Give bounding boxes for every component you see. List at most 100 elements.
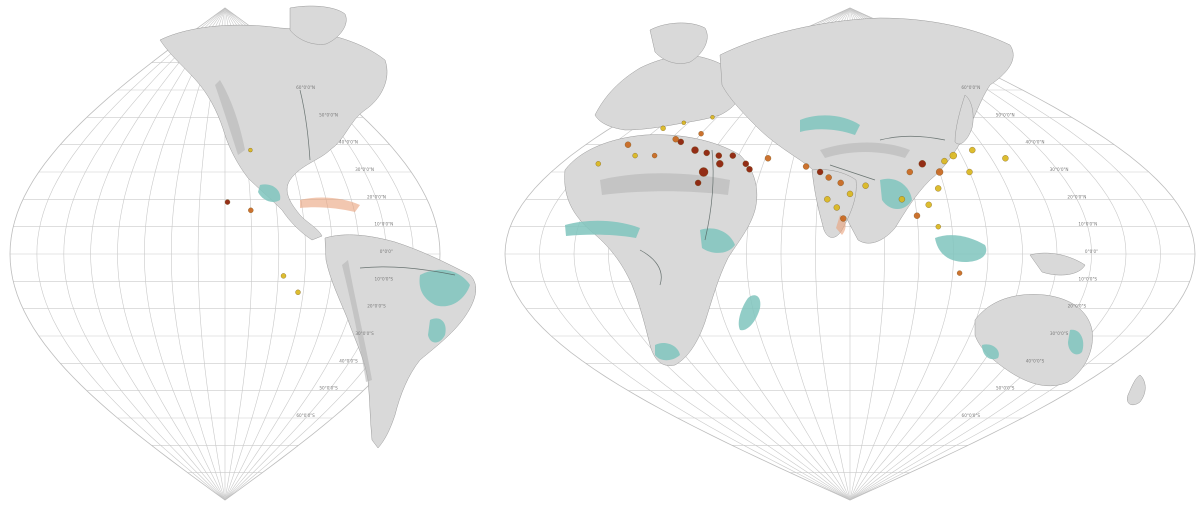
site-marker — [913, 212, 921, 219]
americas-latitude-label: 30°0'0"N — [355, 167, 374, 172]
site-marker — [825, 174, 832, 181]
site-marker — [651, 152, 658, 159]
site-marker — [898, 196, 906, 203]
site-marker — [632, 152, 638, 159]
site-marker — [694, 179, 702, 187]
site-marker — [949, 151, 957, 160]
americas-latitude-label: 10°0'0"S — [375, 276, 394, 281]
amazon-teal-region — [419, 269, 470, 307]
site-marker — [698, 167, 709, 177]
site-marker — [624, 141, 632, 148]
site-marker — [716, 160, 724, 168]
meridian-line — [9, 7, 226, 501]
americas-latitude-label: 20°0'0"N — [367, 194, 386, 199]
site-marker — [660, 125, 666, 131]
new-zealand — [1127, 374, 1146, 406]
site-marker — [824, 196, 831, 203]
eastern-latitude-label: 60°0'0"N — [961, 85, 980, 90]
east-africa-teal-region — [700, 228, 735, 253]
latitude-labels: 60°0'0"N 50°0'0"N 40°0'0"N 30°0'0"N 20°0'0"N… — [296, 85, 1098, 418]
japan — [954, 94, 974, 145]
andes-relief — [342, 260, 372, 382]
site-marker — [677, 138, 684, 146]
amazon-river — [359, 266, 456, 276]
site-marker — [691, 146, 699, 154]
site-marker — [969, 146, 976, 154]
rockies-relief — [215, 80, 245, 155]
central-asia-teal-region — [800, 115, 860, 135]
site-marker — [715, 152, 722, 159]
site-marker — [681, 120, 686, 125]
site-marker — [941, 157, 948, 165]
americas-latitude-label: 10°0'0"N — [374, 222, 393, 227]
archaeological-sites — [224, 115, 1009, 295]
site-marker — [802, 163, 810, 170]
americas-latitude-label: 50°0'0"S — [319, 386, 338, 391]
mississippi-river — [299, 89, 311, 161]
site-marker — [862, 182, 869, 189]
yangtze-river — [879, 135, 946, 141]
site-marker — [672, 136, 679, 143]
site-marker — [595, 161, 601, 167]
eastern-latitude-label: 40°0'0"S — [1026, 358, 1045, 363]
meridian-line — [849, 7, 1196, 501]
eastern-latitude-label: 40°0'0"N — [1026, 140, 1045, 145]
eastern-latitude-label: 20°0'0"S — [1068, 304, 1087, 309]
site-marker — [840, 215, 847, 222]
site-marker — [710, 115, 715, 120]
eastern-latitude-label: 30°0'0"N — [1050, 167, 1069, 172]
graticule-lines — [10, 7, 1195, 501]
site-marker — [816, 168, 824, 176]
americas-latitude-label: 60°0'0"N — [296, 85, 315, 90]
site-marker — [1002, 155, 1009, 162]
site-marker — [956, 270, 963, 276]
americas-latitude-label: 30°0'0"S — [355, 331, 374, 336]
americas-latitude-label: 40°0'0"S — [339, 358, 358, 363]
indonesia-islands — [935, 235, 987, 262]
eastern-latitude-label: 0°0'0" — [1085, 249, 1098, 254]
americas-latitude-label: 40°0'0"N — [339, 140, 358, 145]
caribbean-coastal-region — [300, 197, 360, 212]
site-marker — [846, 190, 854, 198]
continents — [159, 5, 1146, 449]
australia-west-teal-region — [982, 344, 999, 360]
site-marker — [764, 155, 772, 162]
americas-latitude-label: 0°0'0" — [380, 249, 393, 254]
ganges-river — [829, 164, 876, 181]
site-marker — [248, 147, 253, 153]
europe-landmass — [594, 55, 742, 131]
site-marker — [729, 152, 736, 159]
eastern-latitude-label: 50°0'0"N — [996, 112, 1015, 117]
australia-east-teal-region — [1068, 329, 1084, 355]
site-marker — [935, 185, 942, 192]
eastern-latitude-label: 30°0'0"S — [1050, 331, 1069, 336]
site-marker — [935, 224, 941, 230]
site-marker — [966, 168, 973, 176]
brazil-coast-teal-region — [428, 318, 446, 343]
site-marker — [925, 201, 932, 208]
asia-landmass — [719, 17, 1014, 244]
americas-latitude-label: 50°0'0"N — [319, 112, 338, 117]
eastern-latitude-label: 10°0'0"N — [1078, 222, 1097, 227]
north-america-landmass — [159, 24, 388, 241]
eastern-latitude-label: 20°0'0"N — [1067, 194, 1086, 199]
eastern-latitude-label: 60°0'0"S — [962, 413, 981, 418]
site-marker — [837, 179, 844, 187]
nile-river — [704, 149, 714, 241]
west-africa-teal-region — [565, 220, 640, 238]
australia-landmass — [974, 294, 1093, 387]
scandinavia — [649, 22, 708, 64]
americas-latitude-label: 60°0'0"S — [296, 413, 315, 418]
site-marker — [935, 168, 944, 176]
site-marker — [906, 168, 913, 176]
site-marker — [698, 131, 704, 137]
madagascar — [738, 295, 761, 331]
site-marker — [918, 160, 926, 168]
greenland — [289, 5, 347, 45]
new-guinea — [1029, 252, 1086, 276]
eastern-latitude-label: 10°0'0"S — [1079, 276, 1098, 281]
southern-africa-teal-region — [655, 343, 680, 361]
site-marker — [746, 166, 753, 173]
site-marker — [295, 289, 301, 295]
